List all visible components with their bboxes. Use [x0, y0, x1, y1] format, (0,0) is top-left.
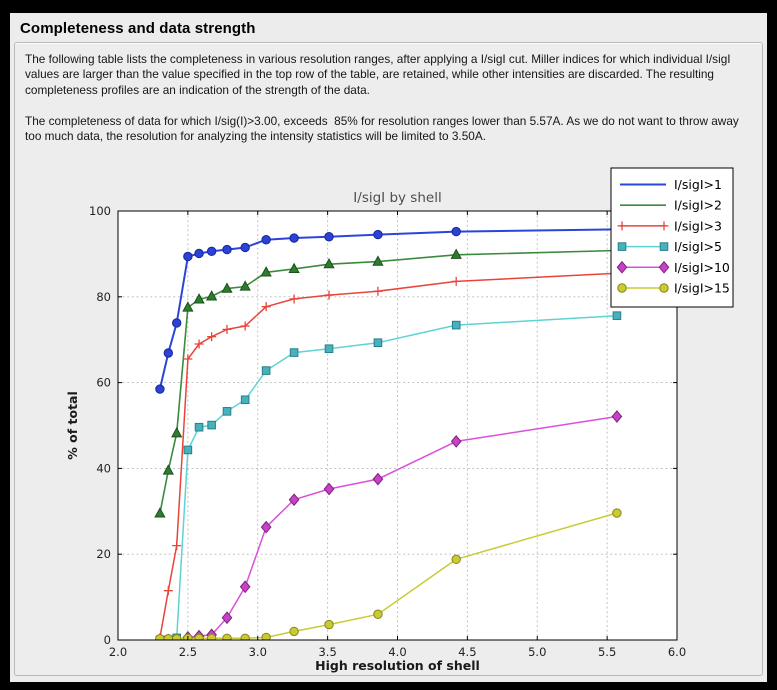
resolution-cutoff-paragraph: The completeness of data for which I/sig… [25, 114, 743, 144]
description-paragraph: The following table lists the completene… [25, 52, 734, 97]
page-title: Completeness and data strength [20, 20, 256, 37]
app-window: Completeness and data strength The follo… [10, 13, 767, 682]
content-panel: The following table lists the completene… [14, 42, 763, 676]
